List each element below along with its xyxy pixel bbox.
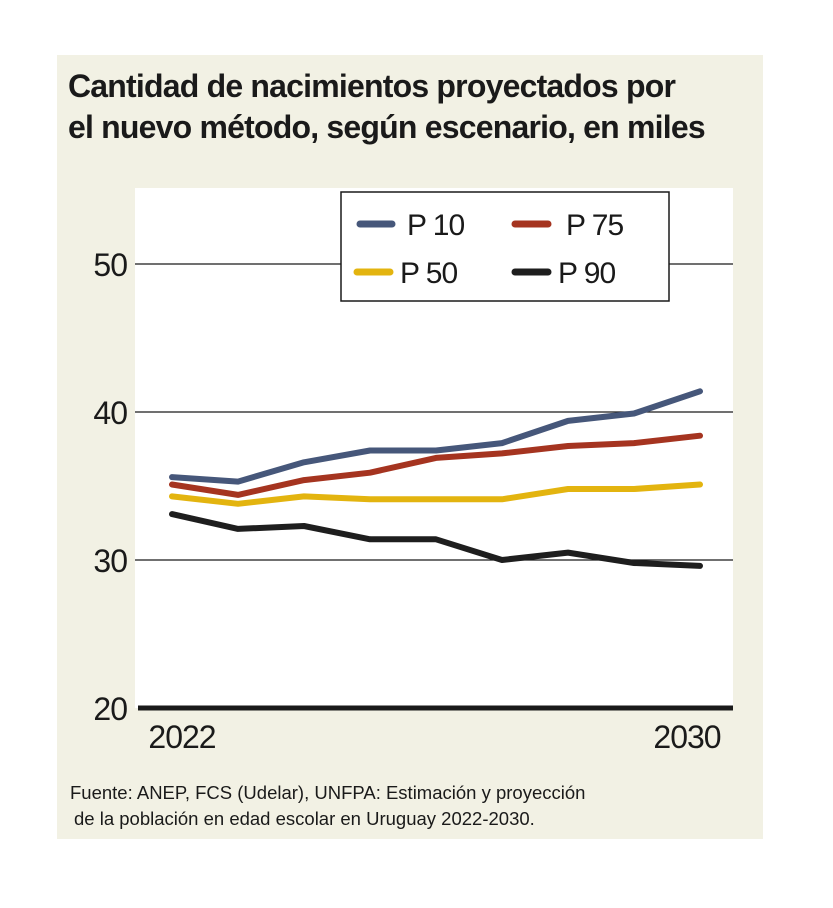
data-point-p90-2026: [434, 537, 438, 541]
data-point-p90-2029: [632, 561, 636, 565]
data-point-p75-2029: [632, 441, 636, 445]
data-point-p75-2024: [302, 478, 306, 482]
data-point-p90-2030: [698, 564, 702, 568]
data-point-p90-2028: [566, 551, 570, 555]
chart-title-line-2: el nuevo método, según escenario, en mil…: [68, 109, 706, 145]
data-point-p90-2023: [236, 527, 240, 531]
data-point-p10-2030: [698, 389, 702, 393]
source-note: Fuente: ANEP, FCS (Udelar), UNFPA: Estim…: [70, 780, 585, 832]
series-lines: [169, 388, 703, 569]
x-tick-label-2022: 2022: [148, 719, 215, 755]
data-point-p50-2023: [236, 502, 240, 506]
data-point-p75-2023: [236, 493, 240, 497]
chart-title: Cantidad de nacimientos proyectados por …: [68, 66, 768, 148]
data-point-p10-2025: [368, 448, 372, 452]
legend-label-p10: P 10: [407, 209, 464, 242]
data-point-p75-2025: [368, 471, 372, 475]
legend-label-p90: P 90: [558, 257, 615, 290]
data-point-p10-2024: [302, 460, 306, 464]
y-tick-label-30: 30: [93, 543, 127, 579]
legend-label-p75: P 75: [566, 209, 623, 242]
data-point-p10-2027: [500, 441, 504, 445]
x-tick-label-2030: 2030: [653, 719, 720, 755]
y-tick-label-50: 50: [93, 247, 127, 283]
data-point-p50-2025: [368, 497, 372, 501]
y-tick-label-20: 20: [93, 691, 127, 727]
chart-title-line-1: Cantidad de nacimientos proyectados por: [68, 68, 676, 104]
legend: P 10 P 75 P 50 P 90: [340, 191, 670, 302]
data-point-p50-2026: [434, 497, 438, 501]
y-axis-tick-labels: 20 30 40 50: [93, 247, 128, 727]
y-tick-label-40: 40: [93, 395, 127, 431]
source-line-1: Fuente: ANEP, FCS (Udelar), UNFPA: Estim…: [70, 782, 586, 803]
data-point-p50-2027: [500, 497, 504, 501]
data-point-p10-2023: [236, 480, 240, 484]
legend-box: [340, 191, 670, 302]
data-point-p90-2025: [368, 537, 372, 541]
data-point-p50-2030: [698, 483, 702, 487]
data-point-p50-2024: [302, 494, 306, 498]
data-point-p90-2024: [302, 524, 306, 528]
data-point-p75-2022: [170, 483, 174, 487]
data-point-p50-2029: [632, 487, 636, 491]
source-line-2: de la población en edad escolar en Urugu…: [74, 808, 535, 829]
data-point-p10-2022: [170, 475, 174, 479]
data-point-p75-2028: [566, 444, 570, 448]
data-point-p75-2027: [500, 451, 504, 455]
data-point-p90-2027: [500, 558, 504, 562]
data-point-p10-2028: [566, 419, 570, 423]
data-point-p10-2029: [632, 411, 636, 415]
x-axis-tick-labels: 2022 2030: [148, 719, 721, 755]
data-point-p75-2026: [434, 456, 438, 460]
data-point-p10-2026: [434, 448, 438, 452]
data-point-p75-2030: [698, 434, 702, 438]
legend-label-p50: P 50: [400, 257, 457, 290]
data-point-p50-2028: [566, 487, 570, 491]
data-point-p50-2022: [170, 494, 174, 498]
data-point-p90-2022: [170, 512, 174, 516]
